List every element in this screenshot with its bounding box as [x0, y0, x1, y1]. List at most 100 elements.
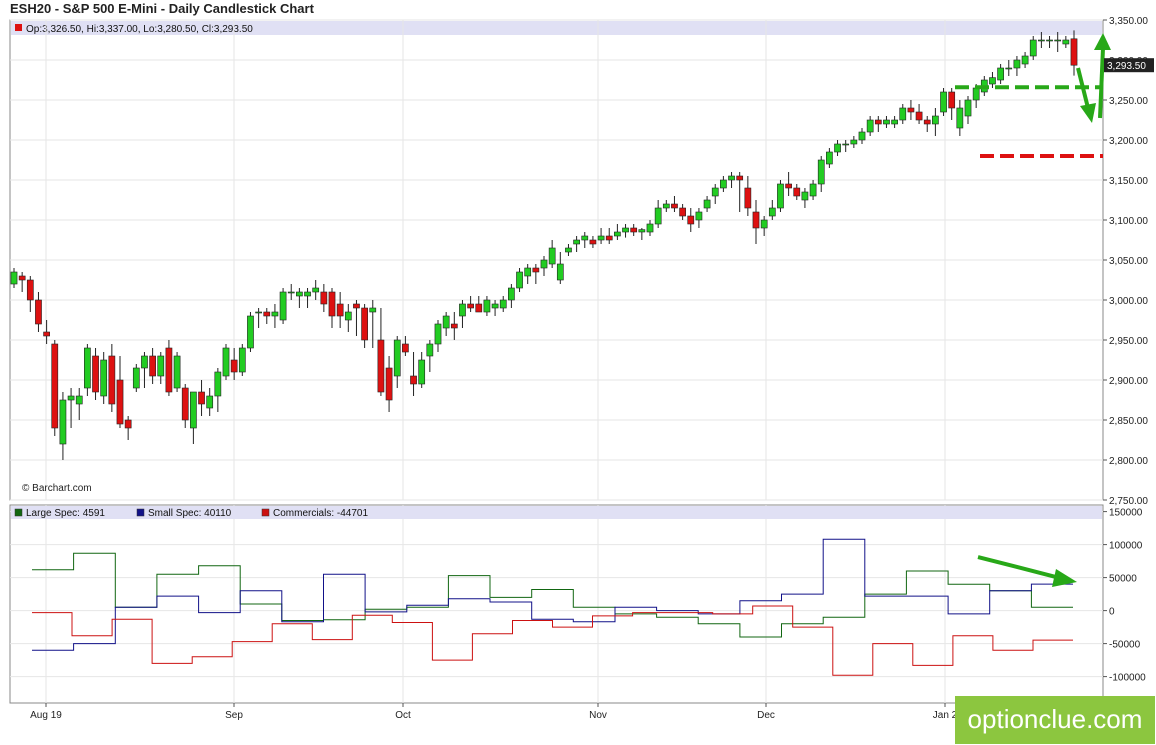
candle: [198, 380, 205, 416]
candle: [883, 116, 890, 128]
candle: [26, 276, 34, 312]
candle-body-down: [149, 355, 156, 377]
candle-body-up: [141, 355, 148, 369]
candle-body-up: [703, 199, 711, 209]
candle: [940, 88, 947, 116]
cot-y-label: -50000: [1109, 640, 1141, 651]
candle: [475, 296, 483, 313]
price-y-axis: 3,350.003,300.003,250.003,200.003,150.00…: [1103, 16, 1148, 507]
candle: [499, 296, 507, 312]
candle: [312, 280, 320, 300]
candle: [51, 340, 59, 436]
candle: [410, 352, 417, 396]
candle-body-up: [10, 271, 18, 285]
candle: [108, 344, 116, 412]
candle-body-up: [540, 259, 548, 269]
candle-body-up: [442, 315, 450, 329]
candle-body-up: [964, 99, 972, 117]
candle-body-up: [173, 355, 181, 389]
candle: [18, 272, 26, 292]
candle-body-up: [59, 399, 67, 445]
candle-body-up: [1013, 59, 1021, 69]
cot-legend-label: Commercials: -44701: [273, 508, 368, 519]
candle: [116, 356, 124, 428]
annotations: [955, 33, 1111, 158]
candle: [597, 228, 605, 244]
cot-series-line: [32, 552, 1073, 638]
candle-body-up: [1046, 39, 1053, 42]
cot-legend-swatch: [136, 508, 145, 517]
candle-body-up: [132, 367, 140, 389]
candle: [402, 336, 409, 356]
candle-body-down: [744, 187, 752, 209]
cot-y-label: 0: [1109, 607, 1115, 618]
last-price-label: 3,293.50: [1107, 61, 1146, 72]
cot-series: [32, 538, 1073, 676]
candle: [964, 96, 972, 124]
candle-body-down: [605, 235, 613, 241]
candle: [573, 236, 580, 252]
candle: [279, 288, 287, 324]
candle: [344, 304, 352, 332]
candle-body-down: [43, 331, 50, 337]
candle: [915, 104, 923, 124]
x-tick-label: Dec: [757, 710, 775, 721]
candle: [646, 220, 654, 236]
candle-body-up: [214, 371, 222, 397]
candle-body-up: [84, 347, 91, 389]
candle: [711, 184, 719, 204]
x-tick-label: Aug 19: [30, 710, 62, 721]
candle-body-up: [972, 87, 980, 101]
candle-body-down: [230, 359, 238, 373]
candle-body-up: [768, 207, 776, 217]
candle: [255, 308, 262, 328]
cot-legend-band: [11, 506, 1102, 519]
candle-body-up: [777, 183, 784, 209]
candle: [181, 384, 189, 428]
cot-pane: [9, 504, 1104, 704]
candle-body-up: [850, 139, 858, 145]
candle: [1021, 52, 1029, 68]
ohlc-header-band: [11, 21, 1102, 35]
candle-body-up: [801, 191, 809, 201]
candle: [336, 292, 344, 328]
candle-body-up: [997, 67, 1004, 81]
down-arrow-shaft: [1076, 67, 1090, 109]
candle-body-down: [450, 323, 458, 329]
candle: [190, 391, 197, 444]
candle: [247, 312, 254, 352]
candle-body-down: [361, 307, 368, 341]
candle: [907, 100, 915, 120]
price-y-label: 2,750.00: [1109, 496, 1148, 507]
candle: [369, 300, 377, 348]
candle: [997, 64, 1004, 84]
candle-body-down: [687, 215, 695, 225]
candle-body-up: [312, 287, 320, 293]
cot-legend-label: Large Spec: 4591: [26, 508, 105, 519]
price-grid: [10, 19, 1103, 501]
candle-body-up: [695, 211, 703, 221]
cot-y-axis: 150000 100000 50000 0 -50000 -100000: [1103, 508, 1146, 684]
ohlc-legend-swatch: [15, 24, 22, 31]
candle-body-up: [499, 299, 507, 309]
price-y-label: 2,950.00: [1109, 336, 1148, 347]
ohlc-legend: Op:3,326.50, Hi:3,337.00, Lo:3,280.50, C…: [26, 24, 253, 35]
candle: [891, 116, 898, 128]
attribution: © Barchart.com: [22, 483, 92, 494]
candle-body-down: [263, 311, 271, 317]
candle-body-up: [956, 107, 964, 129]
candle: [296, 288, 303, 308]
candle: [899, 104, 907, 124]
candle: [744, 176, 752, 216]
candle-body-up: [883, 119, 890, 125]
candle-body-up: [206, 395, 214, 409]
candle: [75, 388, 83, 420]
candle-body-up: [100, 359, 108, 397]
last-price-marker: 3,293.50: [1104, 58, 1154, 73]
down-arrow-head: [1080, 103, 1096, 123]
candle-body-up: [817, 159, 825, 185]
candle: [35, 292, 42, 332]
candle: [328, 288, 336, 328]
candle-body-up: [834, 143, 841, 153]
candle: [491, 300, 499, 316]
